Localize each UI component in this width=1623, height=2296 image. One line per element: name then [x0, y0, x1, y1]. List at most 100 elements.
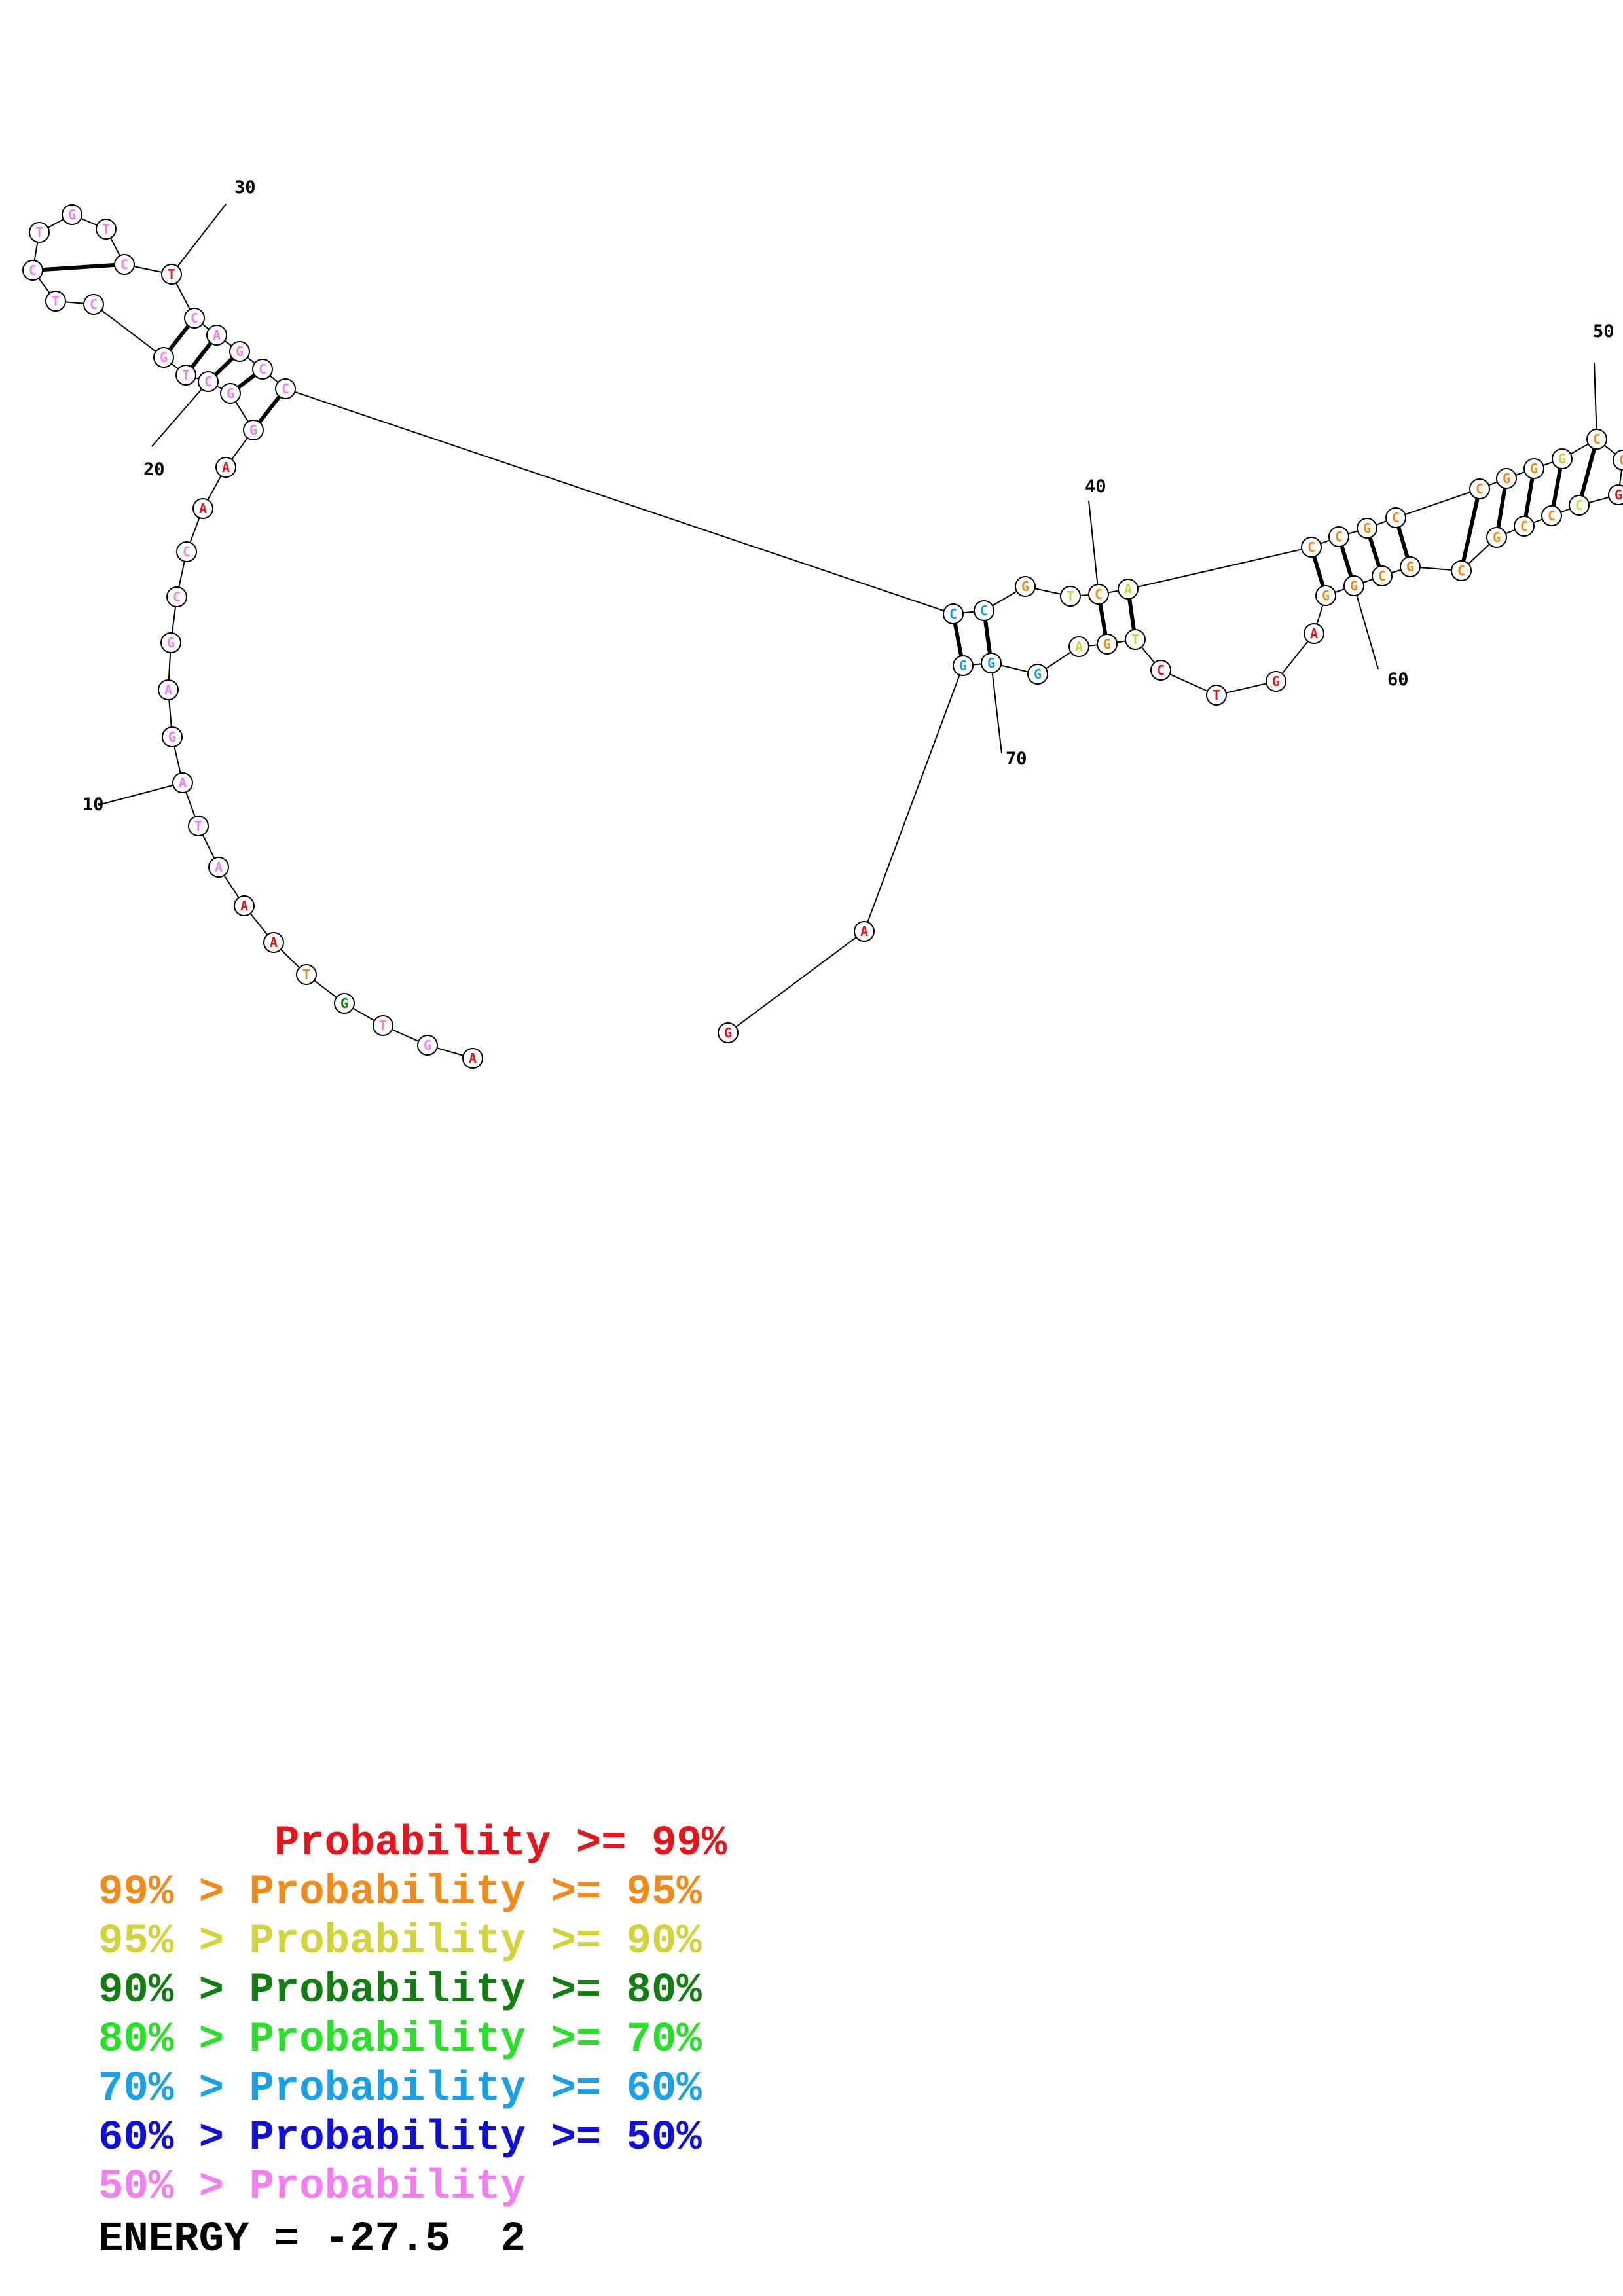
nucleotide: G: [1552, 448, 1573, 469]
nucleotide-circle: [1027, 664, 1048, 685]
legend-entry: 50% > Probability: [98, 2164, 526, 2211]
nucleotide-circle: [1315, 585, 1336, 606]
nucleotide-letter: G: [167, 635, 175, 651]
nucleotide: G: [220, 383, 241, 404]
nucleotide: G: [718, 1022, 739, 1043]
nucleotide-letter: C: [1575, 497, 1583, 513]
nucleotide: G: [1486, 527, 1507, 548]
nucleotide: G: [1266, 671, 1286, 692]
legend-entry: 80% > Probability >= 70%: [98, 2017, 702, 2064]
nucleotide-letter: A: [222, 459, 230, 475]
nucleotide: G: [1608, 484, 1623, 505]
nucleotide: C: [1372, 565, 1393, 586]
nucleotide-circle: [83, 294, 104, 315]
nucleotide-letter: C: [1307, 539, 1315, 555]
nucleotide-letter: G: [68, 207, 76, 223]
index-tick: [1353, 585, 1379, 670]
nucleotide: C: [1514, 516, 1535, 537]
nucleotide: C: [943, 603, 964, 624]
nucleotide-letter: G: [1614, 487, 1622, 503]
nucleotide-circle: [1301, 537, 1322, 558]
nucleotide: C: [198, 371, 219, 392]
legend-entry: 70% > Probability >= 60%: [98, 2066, 702, 2113]
index-tick: [171, 204, 227, 275]
nucleotide-circle: [153, 347, 174, 368]
base-pair-bond: [1577, 439, 1599, 506]
nucleotide-letter: G: [340, 996, 348, 1011]
nucleotide-circle: [718, 1022, 739, 1043]
nucleotide: G: [1097, 634, 1118, 655]
nucleotide: G: [62, 204, 82, 225]
nucleotide-circle: [417, 1035, 438, 1056]
legend-entry: 90% > Probability >= 80%: [98, 1967, 702, 2015]
nucleotide-letter: G: [249, 422, 257, 438]
nucleotide-circle: [198, 371, 219, 392]
nucleotide-circle: [96, 219, 117, 240]
index-label: 70: [1006, 749, 1027, 769]
nucleotide-circle: [296, 964, 317, 985]
nucleotide-circle: [373, 1015, 393, 1036]
nucleotide: C: [1328, 526, 1349, 547]
nucleotide-circle: [462, 1048, 483, 1069]
nucleotide-letter: G: [1503, 471, 1510, 486]
index-tick: [151, 381, 209, 447]
nucleotide-circle: [1304, 623, 1324, 644]
nucleotide-circle: [1118, 579, 1139, 600]
nucleotide-letter: C: [1095, 586, 1103, 602]
nucleotide-letter: A: [215, 859, 223, 875]
nucleotide: T: [1060, 586, 1081, 607]
nucleotide-circle: [1469, 478, 1490, 499]
nucleotide-letter: T: [182, 367, 190, 383]
nucleotide-letter: A: [240, 898, 248, 914]
nucleotide: C: [1301, 537, 1322, 558]
nucleotide: C: [1541, 505, 1562, 526]
energy-label: ENERGY = -27.5 2: [98, 2216, 526, 2263]
legend-entry: 95% > Probability >= 90%: [98, 1918, 702, 1965]
nucleotide: A: [854, 921, 875, 942]
nucleotide-circle: [1496, 468, 1517, 489]
nucleotide-circle: [22, 260, 43, 281]
index-label: 30: [234, 177, 256, 198]
nucleotide: C: [22, 260, 43, 281]
nucleotide: C: [252, 359, 273, 380]
nucleotide-circle: [176, 541, 197, 562]
index-label: 50: [1593, 321, 1614, 342]
nucleotide-letter: G: [1363, 520, 1371, 536]
nucleotide: A: [208, 857, 229, 878]
nucleotide-circle: [229, 341, 250, 362]
nucleotide-letter: T: [1067, 588, 1074, 604]
nucleotide-circle: [974, 600, 994, 621]
nucleotide: C: [1451, 560, 1472, 581]
nucleotide: C: [1613, 450, 1623, 471]
nucleotide-letter: T: [1131, 632, 1139, 647]
backbone-segment: [285, 388, 954, 615]
nucleotide: G: [160, 632, 181, 653]
nucleotide-circle: [1088, 584, 1109, 605]
nucleotide: C: [114, 254, 135, 275]
nucleotide-circle: [1514, 516, 1535, 537]
nucleotide-letter: G: [168, 729, 176, 745]
nucleotide-circle: [854, 921, 875, 942]
nucleotide-letter: C: [204, 374, 212, 389]
nucleotide-circle: [1400, 556, 1421, 577]
nucleotide-circle: [1343, 575, 1364, 596]
nucleotide-letter: A: [469, 1050, 477, 1066]
nucleotide-letter: A: [270, 935, 278, 950]
nucleotide-circle: [1385, 507, 1406, 528]
nucleotide: A: [263, 932, 284, 953]
nucleotide-circle: [1486, 527, 1507, 548]
nucleotide-letter: G: [1493, 529, 1501, 545]
nucleotide-letter: C: [1378, 568, 1386, 584]
nucleotide: T: [45, 291, 66, 312]
nucleotide-letter: A: [1124, 581, 1132, 597]
nucleotide-letter: G: [424, 1037, 431, 1053]
nucleotide-letter: C: [1392, 510, 1400, 526]
nucleotide-letter: A: [213, 327, 221, 343]
nucleotide: C: [166, 586, 187, 607]
nucleotide-letter: G: [1103, 636, 1111, 652]
nucleotide-letter: G: [1558, 451, 1566, 467]
legend-entry: 99% > Probability >= 95%: [98, 1869, 702, 1916]
nucleotide: G: [162, 726, 183, 747]
nucleotide: T: [29, 222, 50, 243]
